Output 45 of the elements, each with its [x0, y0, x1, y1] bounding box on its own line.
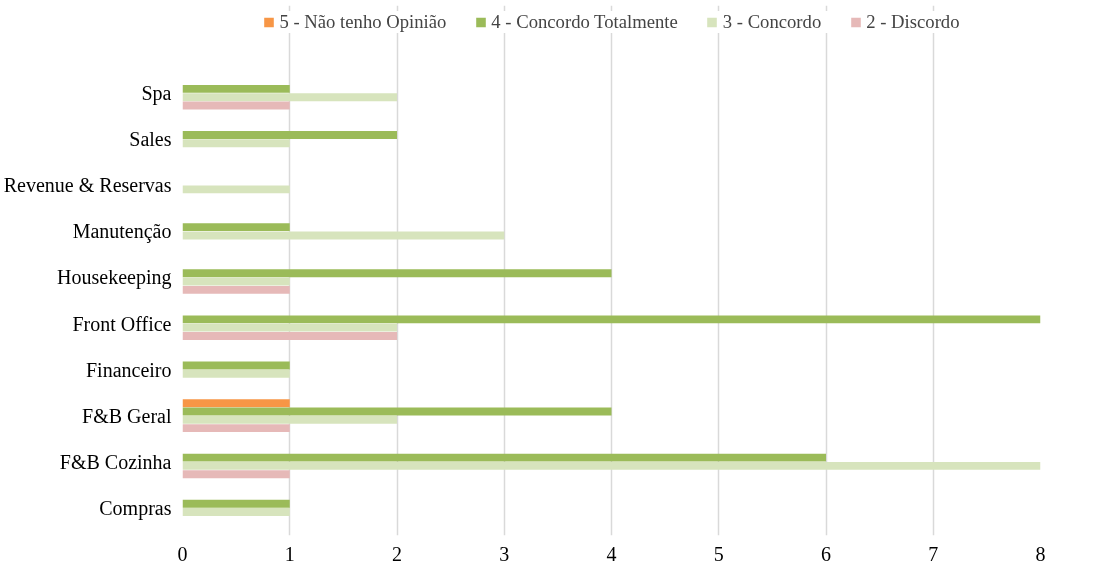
- y-tick-label: F&B Cozinha: [59, 450, 172, 473]
- y-tick-label: Sales: [129, 128, 172, 151]
- x-tick-label: 8: [1035, 542, 1046, 565]
- bar: [182, 332, 397, 340]
- bar: [182, 399, 290, 408]
- x-tick-label: 6: [821, 542, 831, 565]
- x-tick-label: 2: [392, 542, 402, 565]
- bar: [182, 499, 290, 508]
- legend-label: 5 - Não tenho Opinião: [279, 11, 447, 33]
- x-tick-label: 0: [177, 542, 188, 565]
- x-tick-label: 7: [928, 542, 939, 565]
- bar: [182, 369, 290, 378]
- y-tick-label: Housekeeping: [57, 266, 172, 290]
- bar: [182, 470, 290, 479]
- bar: [182, 84, 290, 93]
- y-tick-label: Compras: [99, 496, 172, 520]
- bar: [182, 323, 397, 332]
- y-tick-label: Spa: [141, 82, 172, 106]
- bar: [182, 139, 290, 148]
- bar: [182, 131, 397, 139]
- bar: [182, 461, 1041, 470]
- bar: [182, 508, 290, 516]
- bar: [182, 277, 290, 286]
- y-tick-label: Manutenção: [72, 220, 172, 244]
- x-tick-label: 3: [499, 542, 510, 565]
- bar: [182, 453, 826, 462]
- bar: [182, 185, 290, 194]
- bar: [182, 269, 612, 278]
- x-tick-label: 5: [713, 542, 724, 565]
- bar: [182, 361, 290, 370]
- bar: [182, 424, 290, 433]
- bar: [182, 93, 397, 102]
- legend-label: 3 - Concordo: [722, 11, 822, 33]
- x-tick-label: 4: [606, 542, 617, 565]
- x-tick-label: 1: [284, 542, 295, 565]
- y-tick-label: F&B Geral: [82, 404, 172, 427]
- bar: [182, 315, 1041, 324]
- bar: [182, 285, 290, 294]
- bar: [182, 223, 290, 232]
- y-tick-label: Front Office: [72, 312, 172, 335]
- bar: [182, 415, 397, 424]
- legend-label: 2 - Discordo: [866, 11, 960, 33]
- y-tick-label: Revenue & Reservas: [3, 174, 172, 197]
- y-tick-label: Financeiro: [85, 358, 172, 381]
- legend-label: 4 - Concordo Totalmente: [491, 11, 678, 33]
